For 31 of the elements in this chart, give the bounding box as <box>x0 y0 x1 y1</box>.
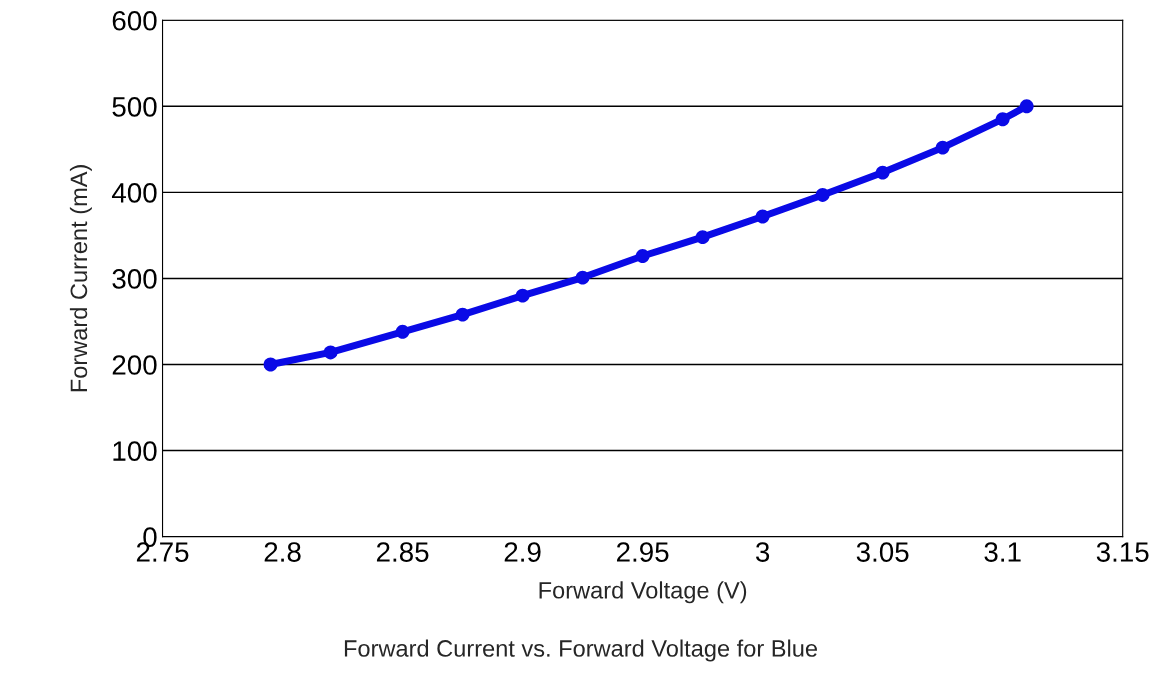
x-tick-label: 3.05 <box>856 542 909 562</box>
point <box>323 345 338 360</box>
point <box>815 188 830 202</box>
point <box>875 165 890 180</box>
x-tick-label: 2.9 <box>504 542 541 562</box>
point <box>635 249 650 264</box>
point <box>935 140 950 155</box>
x-tick-label: 2.8 <box>264 542 301 562</box>
point <box>995 112 1010 127</box>
point <box>395 324 410 339</box>
y-tick-label: 400 <box>111 183 157 203</box>
x-tick-label: 2.95 <box>616 542 669 562</box>
y-tick-label: 100 <box>113 441 157 461</box>
x-tick-label: 3.1 <box>984 542 1021 562</box>
point <box>695 230 710 245</box>
point <box>1019 99 1034 114</box>
point <box>755 209 770 224</box>
x-tick-label: 3.15 <box>1096 542 1149 562</box>
text: Forward Current vs. Forward Voltage for Blue <box>344 639 817 662</box>
y-axis-title: Forward Current (mA) <box>69 165 92 392</box>
point <box>575 270 590 285</box>
point <box>515 288 530 303</box>
x-tick-label: 3 <box>755 542 770 562</box>
point <box>455 307 470 322</box>
y-tick-label: 600 <box>112 10 157 31</box>
y-tick-label: 500 <box>112 96 157 117</box>
y-tick-label: 200 <box>112 355 157 375</box>
point <box>263 357 278 372</box>
x-axis-title: Forward Voltage (V) <box>539 581 747 604</box>
x-tick-label: 2.85 <box>376 542 429 562</box>
y-tick-label: 300 <box>112 269 157 289</box>
